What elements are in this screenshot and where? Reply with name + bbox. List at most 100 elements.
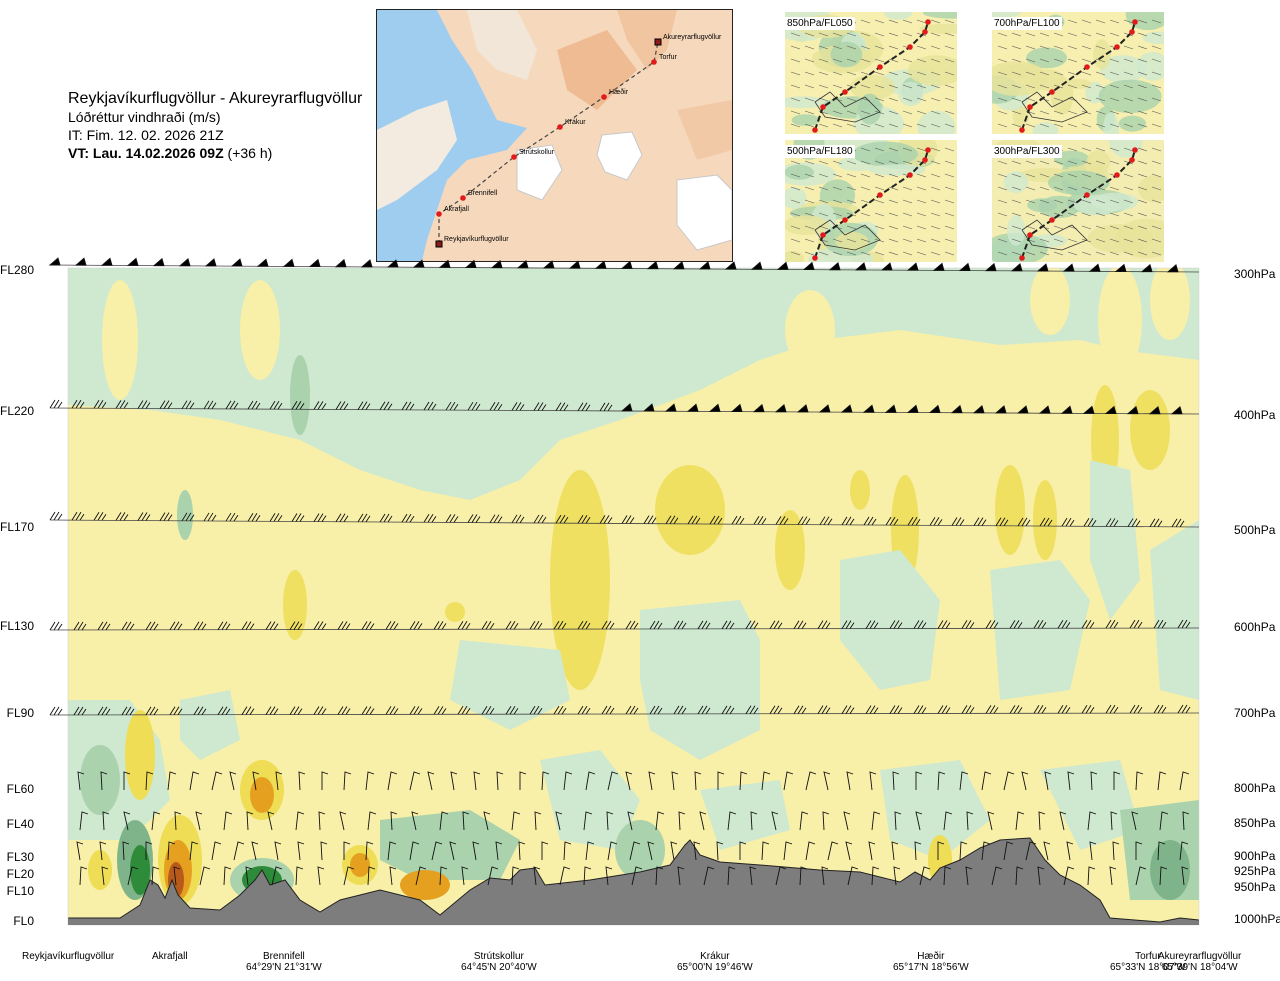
wind-barb (71, 511, 85, 521)
wind-barb (1087, 811, 1097, 831)
wind-barb (607, 771, 619, 791)
wind-barb (145, 841, 153, 860)
wind-barb (937, 771, 946, 791)
wind-barb (1060, 405, 1073, 414)
thumb-label: 700hPa/FL100 (992, 17, 1062, 30)
route-map: Akureyrarflugvöllur Torfur Hæðir Krákur Strú… (376, 9, 733, 262)
wind-barb (987, 811, 995, 831)
wind-barb (783, 771, 794, 791)
wind-barb (173, 866, 181, 886)
wind-barb (752, 403, 765, 413)
wind-barb (1003, 841, 1014, 861)
wind-barb (489, 514, 503, 523)
wind-barb (343, 771, 352, 791)
wind-barb (245, 866, 253, 886)
waypoint-marker (436, 211, 442, 217)
wind-barb (631, 866, 643, 886)
wind-barb (489, 402, 503, 411)
wind-barb (672, 260, 685, 270)
wind-barb (730, 403, 743, 413)
wind-barb (761, 841, 770, 861)
wind-barb (929, 517, 943, 526)
wind-barb (1179, 841, 1189, 861)
thumb-850hpa[interactable]: 850hPa/FL050 (785, 12, 957, 134)
wind-barb (457, 621, 471, 630)
wind-barb (959, 841, 968, 861)
wind-barb (189, 771, 200, 791)
waypoint-label: Akureyrarflugvöllur (663, 34, 722, 41)
wind-barb (229, 771, 237, 791)
wind-barb (1149, 518, 1163, 527)
wind-barb (1112, 841, 1120, 861)
wind-barb (769, 705, 783, 714)
wind-barb (1170, 406, 1183, 415)
wind-barb (145, 771, 154, 791)
waypoint-marker (557, 124, 563, 130)
waypoint-label: Strútskollur (519, 149, 555, 156)
station-name: Strútskollur (473, 951, 524, 962)
thumb-700hpa[interactable]: 700hPa/FL100 (992, 12, 1164, 134)
wind-barb (981, 771, 992, 791)
station-name: Torfur (1135, 951, 1161, 962)
wind-barb (93, 512, 107, 521)
wind-barb (457, 706, 471, 715)
thumb-500hpa[interactable]: 500hPa/FL180 (785, 140, 957, 262)
wind-barb (181, 400, 195, 409)
wind-barb (267, 811, 275, 831)
wind-barb (439, 811, 449, 831)
wind-barb (620, 260, 633, 269)
wind-barb (339, 811, 347, 831)
wind-barb (151, 811, 161, 831)
wind-barb (409, 706, 423, 715)
wind-barb (360, 259, 373, 268)
wind-barb (367, 866, 376, 886)
hpa-label: 500hPa (1234, 523, 1276, 537)
wind-barb (655, 811, 665, 831)
wind-barb (841, 620, 855, 629)
wind-level-line (49, 627, 1200, 631)
wind-barb (445, 514, 459, 523)
wind-barb (893, 866, 901, 886)
wind-barb (313, 621, 327, 630)
wind-barb (217, 706, 231, 715)
wind-barb (583, 811, 593, 831)
wind-barb (1127, 518, 1141, 527)
wind-barb (433, 621, 447, 630)
wind-barb (519, 771, 527, 790)
wind-barb (694, 771, 702, 791)
wind-barb (541, 841, 549, 860)
thumb-label: 850hPa/FL050 (785, 17, 855, 30)
wind-barb (972, 405, 985, 414)
wind-barb (716, 841, 724, 861)
wind-barb (386, 259, 399, 268)
wind-barb (646, 260, 659, 270)
wind-barb (643, 515, 657, 524)
fl-label: FL130 (0, 619, 35, 633)
thumb-300hpa[interactable]: 300hPa/FL300 (992, 140, 1164, 262)
wind-barb (1038, 405, 1051, 414)
wind-barb (1037, 866, 1045, 886)
wind-barb (577, 705, 591, 715)
thumbnail-map-svg (992, 12, 1164, 134)
plot-frame (67, 267, 1200, 926)
wind-barb (686, 403, 699, 412)
hpa-label: 950hPa (1234, 880, 1276, 894)
wind-barb (984, 262, 997, 272)
wind-barb (776, 261, 789, 270)
wind-barb (1061, 517, 1075, 527)
wind-barb (181, 512, 195, 522)
wind-barb (1016, 405, 1029, 414)
wind-barb (423, 514, 437, 523)
wind-barb (1129, 704, 1143, 714)
wind-barb (753, 516, 767, 525)
wind-barb (289, 621, 303, 630)
wind-barb (1129, 619, 1143, 629)
wind-barb (343, 866, 355, 886)
fl-label: FL60 (6, 782, 34, 796)
wind-barb (819, 516, 833, 525)
waypoint-label: Akrafjall (444, 206, 469, 213)
wind-barb (981, 841, 991, 861)
wind-barb (71, 399, 85, 409)
wind-barb (862, 404, 875, 413)
wind-barb (365, 771, 375, 791)
